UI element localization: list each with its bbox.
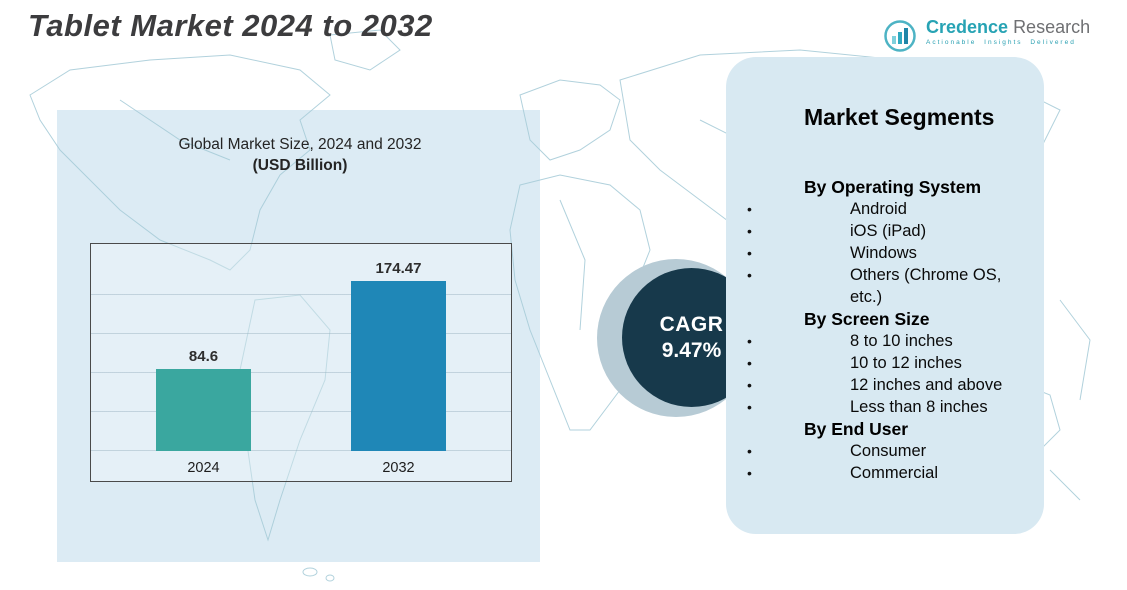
- bullet-icon: •: [747, 201, 752, 217]
- segment-item: • Android: [726, 198, 1044, 220]
- map-island-2: [325, 574, 335, 582]
- segment-item: • 10 to 12 inches: [726, 352, 1044, 374]
- bar-value-label: 174.47: [375, 260, 422, 277]
- segment-item-label: Consumer: [850, 442, 927, 460]
- segment-group-heading: By End User: [804, 419, 909, 439]
- segment-item-label: Windows: [850, 244, 917, 262]
- page-title: Tablet Market 2024 to 2032: [28, 8, 433, 43]
- segment-item: • Others (Chrome OS, etc.): [726, 264, 1044, 308]
- segment-item: • iOS (iPad): [726, 220, 1044, 242]
- bar-plot: 84.6 174.47: [91, 256, 511, 451]
- segment-item: • Windows: [726, 242, 1044, 264]
- segment-item-label: iOS (iPad): [850, 222, 927, 240]
- bar: [351, 281, 446, 451]
- segment-item: • 8 to 10 inches: [726, 330, 1044, 352]
- segments-title: Market Segments: [804, 104, 995, 130]
- bullet-icon: •: [747, 333, 752, 349]
- segment-group-heading: By Screen Size: [804, 309, 930, 329]
- segment-item: • Less than 8 inches: [726, 396, 1044, 418]
- logo-text: Credence Research Actionable Insights De…: [926, 18, 1090, 47]
- bullet-icon: •: [747, 355, 752, 371]
- segment-item-label: 10 to 12 inches: [850, 354, 962, 372]
- bar-value-label: 84.6: [188, 348, 219, 365]
- bar-group: 84.6: [156, 348, 251, 451]
- x-axis: 2024 2032: [91, 460, 511, 476]
- cagr-label: CAGR: [659, 312, 724, 336]
- cagr-value: 9.47%: [661, 338, 722, 362]
- bullet-icon: •: [747, 377, 752, 393]
- segment-item-label: Android: [850, 200, 907, 218]
- bullet-icon: •: [747, 267, 752, 283]
- segment-group-heading: By Operating System: [804, 177, 981, 197]
- chart-title: Global Market Size, 2024 and 2032 (USD B…: [95, 136, 505, 175]
- segment-item: • Consumer: [726, 440, 1044, 462]
- segment-item-label: Commercial: [850, 464, 939, 482]
- brand-primary: Credence: [926, 17, 1009, 37]
- brand-tagline: Actionable Insights Delivered: [926, 38, 1076, 46]
- segment-item: • Commercial: [726, 462, 1044, 484]
- bar: [156, 369, 251, 451]
- bar-chart-logo-icon: [884, 20, 916, 52]
- bullet-icon: •: [747, 245, 752, 261]
- bullet-icon: •: [747, 399, 752, 415]
- bar-group: 174.47: [351, 260, 446, 451]
- segment-item-label: 12 inches and above: [850, 376, 1003, 394]
- x-axis-label: 2032: [382, 460, 415, 476]
- map-borders-2: [1049, 299, 1091, 501]
- bullet-icon: •: [747, 223, 752, 239]
- segment-groups: By Operating System • Android • iOS (iPad) • W…: [726, 176, 1044, 484]
- segment-item-label: Less than 8 inches: [850, 398, 988, 416]
- chart-title-line1: Global Market Size, 2024 and 2032: [178, 136, 422, 153]
- map-island-1: [302, 567, 318, 577]
- chart-title-line2: (USD Billion): [252, 157, 348, 174]
- brand-name: Credence Research: [926, 18, 1090, 37]
- chart-frame: 84.6 174.47 2024 2032: [90, 243, 512, 482]
- bullet-icon: •: [747, 443, 752, 459]
- segment-item-label: 8 to 10 inches: [850, 332, 953, 350]
- bullet-icon: •: [747, 465, 752, 481]
- market-segments-panel: Market Segments By Operating System • Andr…: [726, 57, 1044, 534]
- logo: Credence Research Actionable Insights De…: [882, 18, 1090, 54]
- segment-item: • 12 inches and above: [726, 374, 1044, 396]
- x-axis-label: 2024: [187, 460, 220, 476]
- segment-item-label: Others (Chrome OS, etc.): [850, 266, 1002, 306]
- brand-secondary: Research: [1013, 17, 1091, 37]
